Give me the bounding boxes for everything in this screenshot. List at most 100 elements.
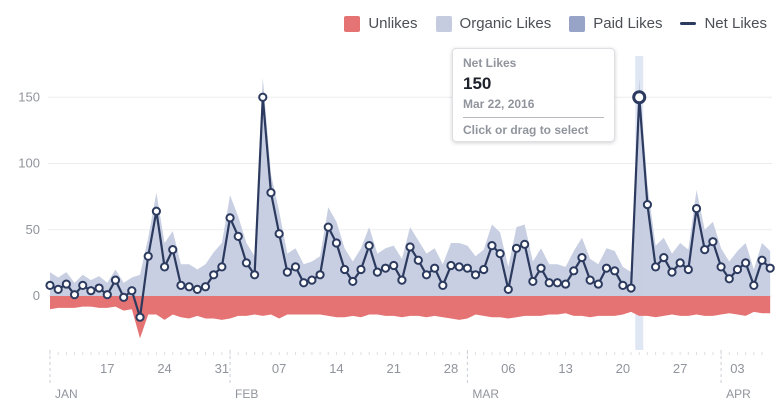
net-likes-point	[741, 258, 751, 268]
legend-item-net-likes[interactable]: Net Likes	[680, 15, 767, 32]
net-likes-point	[552, 278, 563, 288]
organic-likes-swatch	[435, 15, 452, 32]
net-likes-point	[356, 264, 366, 275]
legend-item-paid-likes[interactable]: Paid Likes	[569, 15, 662, 32]
tooltip-value: 150	[463, 74, 492, 93]
unlikes-area	[50, 296, 771, 339]
tooltip-hint[interactable]: Click or drag to select	[463, 123, 589, 137]
net-likes-point	[626, 283, 636, 293]
net-likes-point	[610, 266, 620, 276]
net-likes-point	[667, 267, 677, 277]
x-tick-label: 14	[329, 361, 343, 376]
net-likes-point	[143, 251, 153, 261]
net-likes-point	[299, 278, 309, 288]
net-likes-point	[241, 258, 252, 268]
net-likes-point	[405, 242, 415, 252]
month-label: JAN	[55, 387, 78, 401]
net-likes-point	[315, 270, 325, 280]
month-label: APR	[726, 387, 751, 401]
x-tick-label: 13	[558, 361, 572, 376]
x-tick-label: 24	[157, 361, 171, 376]
net-likes-point	[749, 280, 759, 290]
net-likes-point	[266, 188, 276, 198]
net-likes-point	[577, 252, 587, 263]
net-likes-point	[168, 245, 178, 255]
legend-label-organic-likes: Organic Likes	[459, 15, 552, 32]
net-likes-point	[601, 263, 612, 273]
net-likes-point	[520, 239, 530, 249]
chart-legend: Unlikes Organic Likes Paid Likes Net Lik…	[344, 15, 767, 32]
net-likes-point	[569, 266, 579, 276]
net-likes-point	[479, 264, 489, 275]
month-label: FEB	[235, 387, 258, 401]
x-tick-label: 06	[501, 361, 515, 376]
net-likes-point	[217, 262, 227, 272]
net-likes-point	[700, 245, 710, 255]
net-likes-point	[323, 222, 333, 232]
net-likes-point	[528, 276, 538, 287]
net-likes-point	[45, 280, 55, 290]
net-likes-point	[331, 238, 342, 248]
net-likes-point	[757, 255, 767, 265]
net-likes-point	[438, 280, 448, 290]
net-likes-point	[372, 267, 382, 277]
net-likes-point	[290, 262, 301, 272]
legend-item-organic-likes[interactable]: Organic Likes	[435, 15, 552, 32]
legend-label-net-likes: Net Likes	[704, 15, 767, 32]
net-likes-point	[192, 284, 202, 294]
net-likes-point	[94, 283, 104, 293]
y-tick-label: 0	[33, 288, 40, 303]
net-likes-point	[274, 229, 284, 239]
net-likes-point	[200, 282, 211, 292]
net-likes-point	[765, 263, 775, 273]
net-likes-point	[151, 206, 161, 216]
net-likes-point	[209, 270, 219, 280]
net-likes-point	[307, 275, 317, 285]
net-likes-point	[119, 292, 129, 302]
net-likes-point	[544, 278, 554, 288]
net-likes-point	[487, 241, 497, 251]
net-likes-point	[250, 270, 260, 280]
net-likes-point	[413, 255, 423, 265]
paid-likes-swatch	[569, 15, 586, 32]
net-likes-point	[446, 260, 456, 271]
net-likes-point	[659, 252, 669, 263]
net-likes-point	[282, 267, 292, 277]
net-likes-point	[380, 263, 391, 273]
net-likes-point	[683, 264, 693, 275]
net-likes-point	[503, 284, 513, 294]
x-tick-label: 31	[215, 361, 229, 376]
x-tick-label: 28	[444, 361, 458, 376]
net-likes-point	[61, 279, 71, 289]
net-likes-point	[69, 290, 80, 300]
net-likes-point-highlighted	[632, 90, 647, 105]
net-likes-point	[708, 237, 718, 247]
net-likes-point	[585, 275, 595, 285]
x-tick-label: 21	[386, 361, 400, 376]
net-likes-point	[618, 280, 628, 290]
net-likes-point	[258, 92, 268, 102]
net-likes-point	[651, 262, 661, 272]
net-likes-point	[78, 280, 88, 290]
net-likes-point	[593, 279, 603, 289]
net-likes-point	[495, 249, 505, 259]
legend-item-unlikes[interactable]: Unlikes	[344, 15, 418, 32]
x-tick-label: 17	[100, 361, 114, 376]
month-label: MAR	[472, 387, 499, 401]
net-likes-point	[176, 280, 186, 290]
x-tick-label: 03	[730, 361, 744, 376]
net-likes-point	[159, 262, 170, 272]
net-likes-point	[724, 274, 734, 284]
net-likes-point	[397, 275, 407, 285]
y-tick-label: 50	[26, 222, 40, 237]
net-likes-point	[511, 243, 522, 253]
net-likes-point	[364, 241, 374, 251]
legend-label-paid-likes: Paid Likes	[593, 15, 663, 32]
net-likes-point	[470, 270, 481, 280]
y-tick-label: 150	[18, 89, 40, 104]
tooltip-series-label: Net Likes	[463, 56, 517, 70]
organic-likes-area	[50, 77, 771, 296]
net-likes-point	[184, 282, 194, 292]
